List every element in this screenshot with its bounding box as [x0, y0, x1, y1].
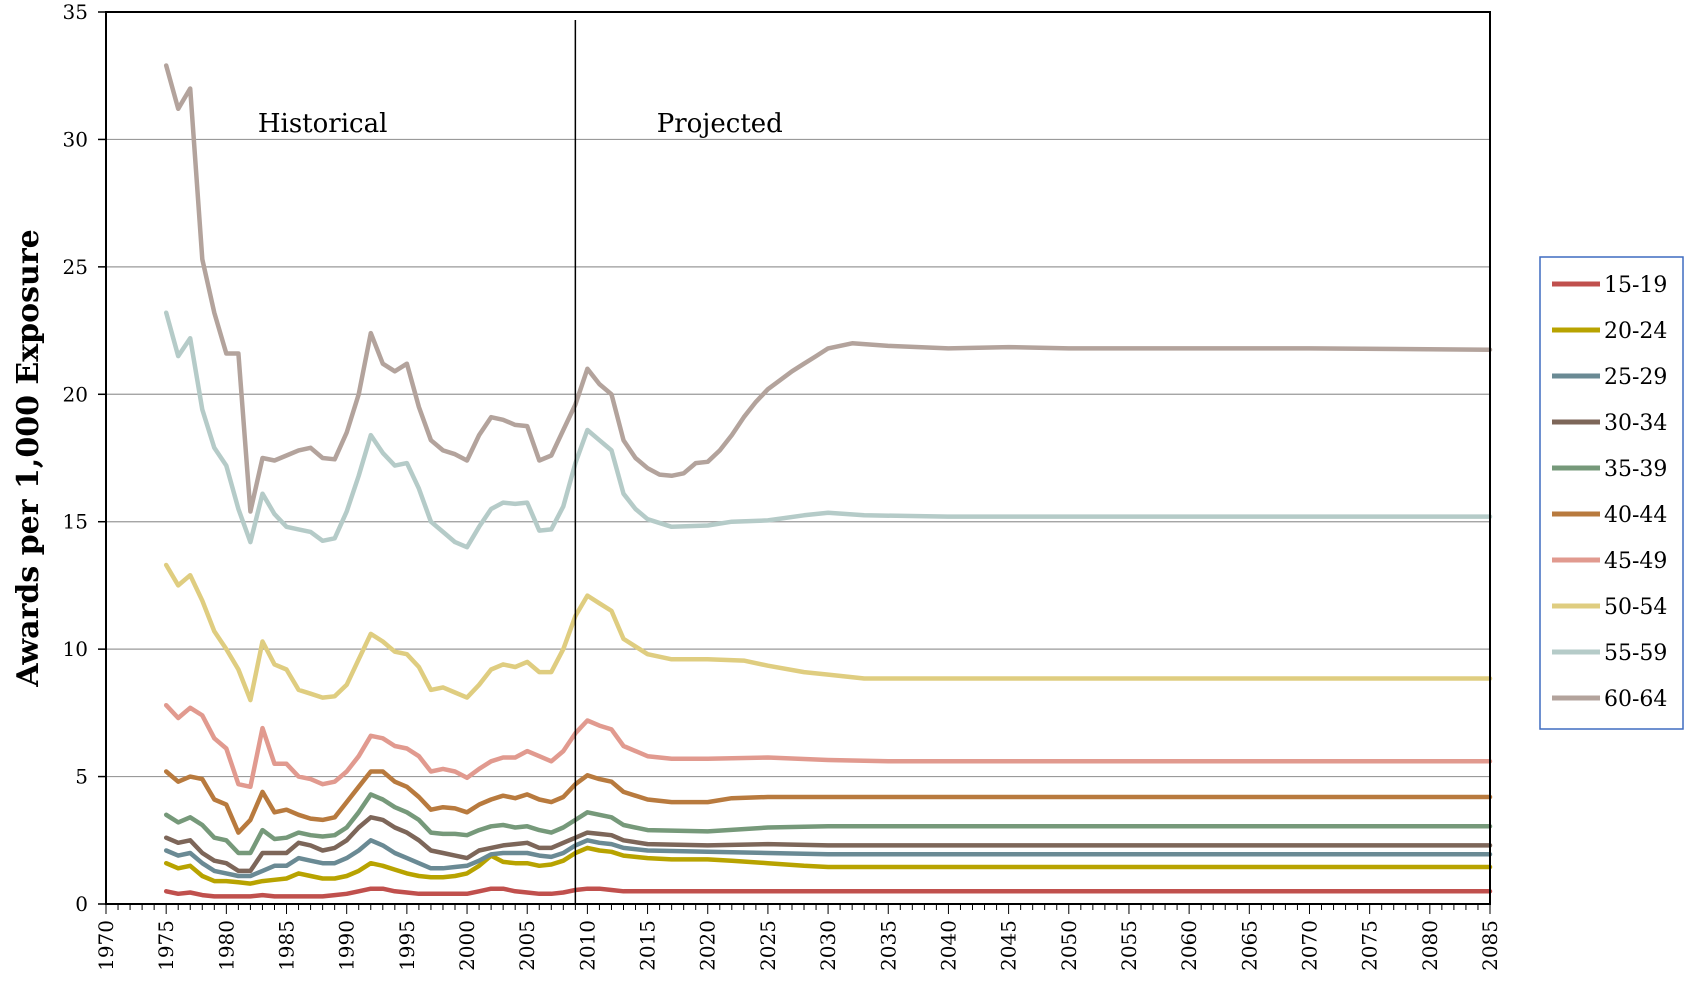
grid-lines [106, 138, 1490, 778]
x-tick-label: 1995 [395, 920, 419, 971]
y-tick-label: 5 [75, 765, 88, 789]
x-tick-label: 1990 [335, 920, 359, 971]
x-tick-label: 2010 [575, 920, 599, 971]
x-tick-label: 2035 [876, 920, 900, 971]
x-tick-label: 2000 [455, 920, 479, 971]
y-tick-label: 15 [63, 510, 88, 534]
x-tick-label: 2030 [816, 920, 840, 971]
y-tick-label: 0 [75, 892, 88, 916]
series-line-35-39 [163, 792, 1493, 856]
y-tick-label: 25 [63, 255, 88, 279]
x-tick-label: 2050 [1057, 920, 1081, 971]
y-tick-label: 30 [63, 127, 88, 151]
legend-label: 55-59 [1604, 641, 1667, 666]
series-line-45-49 [163, 702, 1493, 790]
plot-area-border [105, 11, 1491, 905]
y-tick-label: 10 [63, 637, 88, 661]
x-tick-label: 1980 [214, 920, 238, 971]
legend-label: 50-54 [1604, 595, 1667, 620]
series-line-20-24 [163, 845, 1493, 886]
x-tick-label: 1970 [94, 920, 118, 971]
x-tick-label: 2065 [1237, 920, 1261, 971]
x-axis-ticks: 1970 1975 1980 1985 1990 1995 2000 2005 2010 2015… [94, 904, 1502, 971]
legend-label: 25-29 [1604, 365, 1667, 390]
series-line-50-54 [163, 562, 1493, 703]
legend-label: 60-64 [1604, 687, 1667, 712]
series-line-40-44 [163, 769, 1493, 835]
x-tick-label: 2005 [515, 920, 539, 971]
y-tick-label: 35 [63, 0, 88, 24]
legend: 15-19 20-24 25-29 30-34 35-39 40-44 45-49 50-54… [1539, 256, 1684, 730]
x-tick-label: 2085 [1478, 920, 1502, 971]
x-tick-label: 2040 [936, 920, 960, 971]
y-tick-label: 20 [63, 382, 88, 406]
x-tick-label: 1985 [275, 920, 299, 971]
x-tick-label: 2070 [1297, 920, 1321, 971]
legend-label: 20-24 [1604, 319, 1667, 344]
x-tick-label: 2060 [1177, 920, 1201, 971]
x-tick-label: 2055 [1117, 920, 1141, 971]
annotation-projected: Projected [657, 109, 783, 139]
legend-label: 15-19 [1604, 273, 1667, 298]
series-lines [163, 63, 1493, 899]
legend-label: 35-39 [1604, 457, 1667, 482]
y-axis-ticks: 0 5 10 15 20 25 30 35 [63, 0, 106, 916]
annotation-historical: Historical [258, 109, 388, 139]
annotations: Historical Projected [258, 109, 783, 139]
series-line-60-64 [163, 63, 1493, 514]
legend-label: 30-34 [1604, 411, 1667, 436]
legend-label: 45-49 [1604, 549, 1667, 574]
legend-label: 40-44 [1604, 503, 1667, 528]
x-tick-label: 2025 [756, 920, 780, 971]
x-tick-label: 2080 [1418, 920, 1442, 971]
x-tick-label: 2020 [696, 920, 720, 971]
y-axis-label: Awards per 1,000 Exposure [11, 229, 46, 687]
series-line-25-29 [163, 838, 1493, 879]
x-tick-label: 2075 [1358, 920, 1382, 971]
x-tick-label: 1975 [154, 920, 178, 971]
series-line-55-59 [163, 310, 1493, 550]
x-tick-label: 2015 [636, 920, 660, 971]
series-line-30-34 [163, 815, 1493, 874]
x-tick-label: 2045 [997, 920, 1021, 971]
series-line-15-19 [163, 886, 1493, 899]
